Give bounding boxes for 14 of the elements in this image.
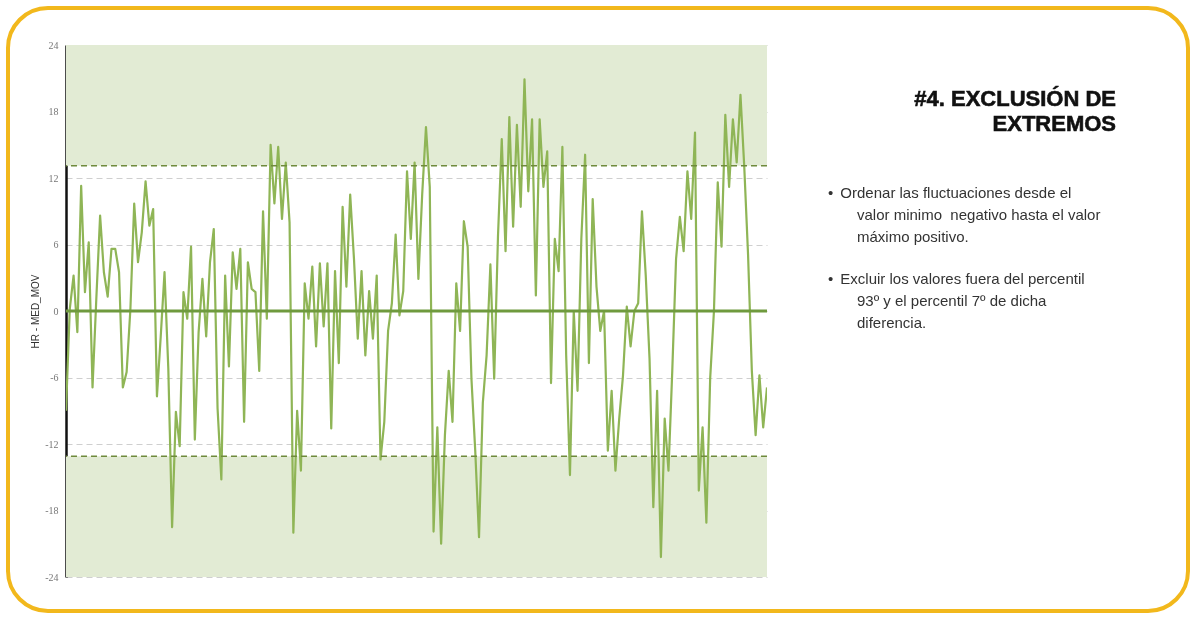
y-axis-title: HR - MED_MOV [30, 274, 42, 349]
y-tick-label: -18 [45, 505, 59, 516]
text: • Excluir los valores fuera del percentil 93º y el percentil 7º de dicha diferencia. [828, 269, 1086, 333]
y-tick-label: 6 [53, 239, 59, 250]
text: #4. EXCLUSIÓN DE EXTREMOS [913, 86, 1116, 136]
line-series [66, 78, 767, 559]
y-tick-label: -6 [50, 372, 59, 383]
y-tick-label: 12 [48, 172, 59, 184]
y-tick-label: 18 [48, 106, 59, 117]
y-tick-label: 0 [53, 305, 59, 317]
text: • Ordenar las fluctuaciones desde el valor minimo negativo hasta el valor máximo positivo. [828, 183, 1102, 247]
y-tick-label: 24 [48, 39, 59, 51]
y-tick-label: -24 [45, 571, 59, 583]
y-tick-label: -12 [45, 438, 59, 450]
